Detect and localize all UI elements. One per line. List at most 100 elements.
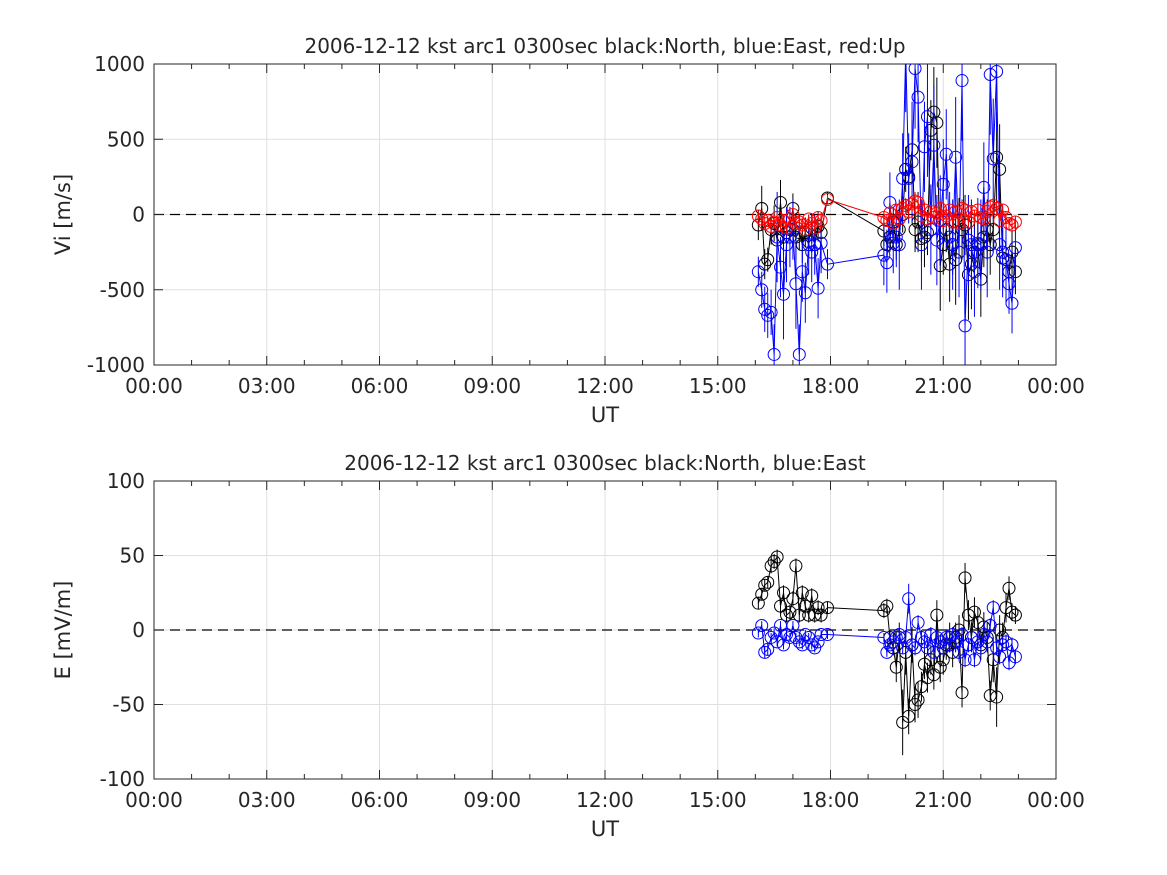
series-north-point <box>917 657 931 671</box>
series-east-point <box>767 347 781 361</box>
series-north-point <box>983 689 997 703</box>
series-up-point <box>764 220 778 234</box>
series-east-point <box>967 265 981 279</box>
series-east-point <box>805 245 819 259</box>
series-north-point <box>777 586 791 600</box>
series-east-point <box>899 630 913 644</box>
series-up-point <box>949 204 963 218</box>
series-east-point <box>892 627 906 641</box>
series-east-point <box>1008 650 1022 664</box>
series-east-point <box>755 283 769 297</box>
series-east-point <box>758 302 772 316</box>
x-tick-label: 06:00 <box>351 788 409 812</box>
x-tick-label: 00:00 <box>1027 374 1085 398</box>
x-tick-label: 09:00 <box>463 374 521 398</box>
panel-velocity: 00:00 03:00 06:00 09:00 12:00 15:00 18:00 21:00… <box>51 34 1085 427</box>
x-tick-label: 18:00 <box>802 374 860 398</box>
series-east-point <box>996 638 1010 652</box>
series-north-point <box>755 587 769 601</box>
series-up-point <box>920 212 934 226</box>
y-tick-label: -100 <box>100 767 145 791</box>
plot-area <box>751 64 1022 365</box>
series-east-point <box>908 64 922 76</box>
series-up-point <box>786 208 800 221</box>
series-east-point <box>902 592 916 606</box>
series-up-point <box>927 211 941 225</box>
series-north-point <box>814 608 828 622</box>
series-up-point <box>996 203 1010 217</box>
series-up-point <box>770 211 784 225</box>
series-east-point <box>774 260 788 274</box>
series-east-point <box>917 635 931 649</box>
series-east-point <box>767 626 781 640</box>
y-tick-label: -500 <box>100 278 145 302</box>
x-tick-label: 06:00 <box>351 374 409 398</box>
chart-title: 2006-12-12 kst arc1 0300sec black:North,… <box>304 34 905 58</box>
series-east-point <box>758 645 772 659</box>
series-up-point <box>958 203 972 217</box>
series-up-point <box>905 197 919 211</box>
series-east-point <box>946 238 960 252</box>
series-east-point <box>751 265 765 279</box>
series-east <box>751 64 1022 365</box>
series-east-point <box>911 616 925 630</box>
series-east-point <box>889 630 903 644</box>
series-north-point <box>767 554 781 568</box>
series-east-point <box>877 248 891 262</box>
series-east-point <box>770 230 784 244</box>
series-north-point <box>958 571 972 585</box>
series-north-point <box>983 238 997 252</box>
series-east-point <box>971 236 985 250</box>
x-tick-label: 03:00 <box>238 788 296 812</box>
series-east-point <box>789 630 803 644</box>
y-tick-label: 100 <box>107 469 145 493</box>
series-north-point <box>811 601 825 615</box>
series-north-point <box>783 605 797 619</box>
series-up-point <box>971 203 985 217</box>
series-north-point <box>761 575 775 589</box>
series-up-point <box>814 214 828 228</box>
series-up-point <box>943 203 957 217</box>
series-up-point <box>802 212 816 226</box>
series-east-point <box>967 653 981 667</box>
series-east-point <box>990 65 1004 79</box>
series-north-point <box>786 592 800 606</box>
series-east-point <box>924 627 938 641</box>
series-east-point <box>999 253 1013 267</box>
series-up-point <box>811 211 825 225</box>
series-north-point <box>789 559 803 573</box>
series-up-point <box>1002 217 1016 231</box>
series-north-point <box>792 608 806 622</box>
series-east-point <box>902 171 916 185</box>
y-tick-label: -1000 <box>87 353 145 377</box>
series-north-point <box>889 660 903 674</box>
series-up-point <box>777 214 791 228</box>
series-north-point <box>798 599 812 613</box>
series-east-point <box>980 245 994 259</box>
series-east-point <box>880 256 894 270</box>
y-tick-label: 0 <box>132 618 145 642</box>
series-east-line <box>757 64 1016 355</box>
series-east-point <box>755 619 769 633</box>
x-tick-label: 12:00 <box>576 788 634 812</box>
series-east-point <box>761 308 775 322</box>
series-north-point <box>808 608 822 622</box>
series-east-point <box>770 635 784 649</box>
series-north-point <box>795 586 809 600</box>
series-east-point <box>808 641 822 655</box>
series-east-point <box>905 638 919 652</box>
x-axis-label: UT <box>591 817 619 841</box>
chart-title: 2006-12-12 kst arc1 0300sec black:North,… <box>344 451 866 475</box>
series-north-point <box>758 578 772 592</box>
x-tick-label: 09:00 <box>463 788 521 812</box>
series-north-point <box>805 589 819 603</box>
series-up-point <box>755 212 769 226</box>
x-tick-label: 15:00 <box>689 788 747 812</box>
series-up-point <box>911 195 925 209</box>
series-up-point <box>1005 218 1019 232</box>
series-up-point <box>977 212 991 226</box>
series-east-point <box>889 230 903 244</box>
series-up-point <box>930 206 944 220</box>
series-north-point <box>933 660 947 674</box>
x-tick-label: 21:00 <box>914 374 972 398</box>
